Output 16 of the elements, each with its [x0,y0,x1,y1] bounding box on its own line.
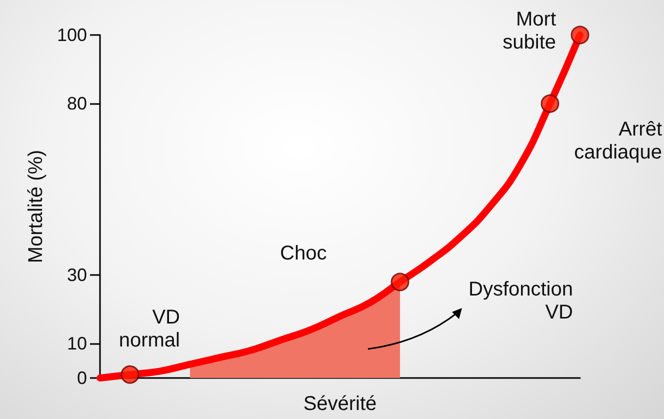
annotation: Mort subite [502,8,556,54]
point [390,272,410,292]
y-tick-label: 80 [66,94,87,114]
annotation: Choc [280,242,327,264]
y-tick-label: 30 [66,265,87,286]
annotation: VD normal [118,306,180,352]
y-tick-label: 100 [56,25,87,45]
point [540,94,560,113]
annotation: Dysfonction VD [468,278,573,324]
annotation: Arrêt cardiaque [574,118,662,164]
x-axis-title: Sévérité [303,393,377,415]
point [120,365,140,384]
y-tick-label: 0 [76,368,87,388]
point [570,26,590,44]
y-axis-title: Mortalité (%) [25,150,48,264]
y-tick-label: 10 [66,334,87,354]
